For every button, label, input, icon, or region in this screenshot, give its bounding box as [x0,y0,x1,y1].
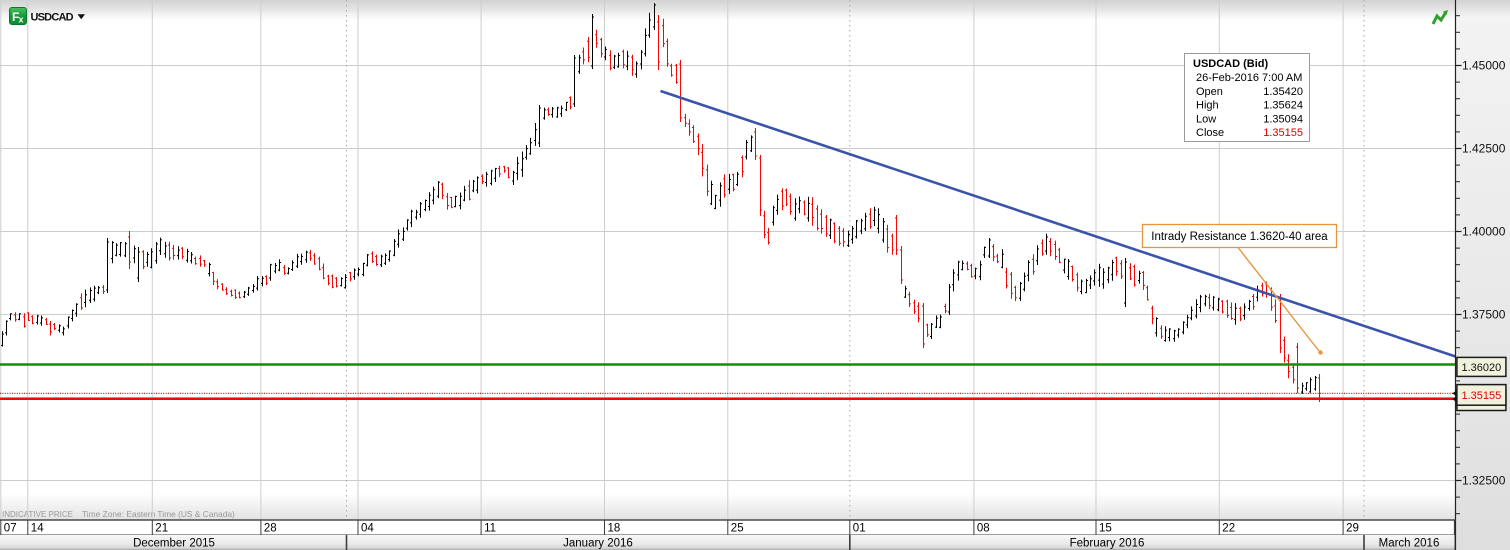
svg-text:Open: Open [1196,86,1223,98]
svg-text:1.32500: 1.32500 [1462,474,1506,488]
svg-text:USDCAD: USDCAD [31,12,74,24]
svg-text:INDICATIVE PRICE: INDICATIVE PRICE [2,510,73,519]
svg-text:1.35624: 1.35624 [1263,100,1303,112]
svg-text:11: 11 [484,523,496,535]
svg-text:07: 07 [4,523,17,535]
svg-text:28: 28 [264,523,277,535]
svg-text:1.37500: 1.37500 [1462,308,1506,322]
svg-text:1.35094: 1.35094 [1263,113,1303,125]
svg-text:1.35155: 1.35155 [1263,127,1303,139]
svg-text:01: 01 [853,523,866,535]
svg-text:High: High [1196,100,1219,112]
svg-text:1.35420: 1.35420 [1263,86,1303,98]
svg-text:22: 22 [1222,523,1235,535]
svg-text:February 2016: February 2016 [1070,538,1145,550]
svg-text:1.35155: 1.35155 [1462,390,1502,402]
svg-text:25: 25 [731,523,744,535]
svg-text:15: 15 [1099,523,1112,535]
svg-text:1.42500: 1.42500 [1462,142,1506,156]
svg-text:Time Zone: Eastern Time (US &: Time Zone: Eastern Time (US & Canada) [82,509,235,519]
svg-text:USDCAD (Bid): USDCAD (Bid) [1193,58,1268,70]
svg-text:March 2016: March 2016 [1379,538,1440,550]
svg-text:1.45000: 1.45000 [1462,59,1506,73]
svg-text:Close: Close [1196,127,1224,139]
svg-text:08: 08 [977,523,990,535]
svg-text:Low: Low [1196,113,1216,125]
svg-text:14: 14 [31,523,44,535]
svg-text:December 2015: December 2015 [133,538,215,550]
svg-text:Intrady Resistance 1.3620-40 a: Intrady Resistance 1.3620-40 area [1151,231,1328,243]
svg-text:29: 29 [1346,523,1359,535]
svg-text:F: F [12,10,19,24]
svg-text:18: 18 [608,523,621,535]
svg-text:January 2016: January 2016 [563,538,633,550]
svg-text:21: 21 [155,523,168,535]
svg-text:x: x [19,15,24,25]
svg-text:1.36020: 1.36020 [1462,362,1502,374]
svg-text:04: 04 [361,523,374,535]
svg-text:1.40000: 1.40000 [1462,225,1506,239]
svg-text:26-Feb-2016 7:00 AM: 26-Feb-2016 7:00 AM [1196,72,1302,84]
